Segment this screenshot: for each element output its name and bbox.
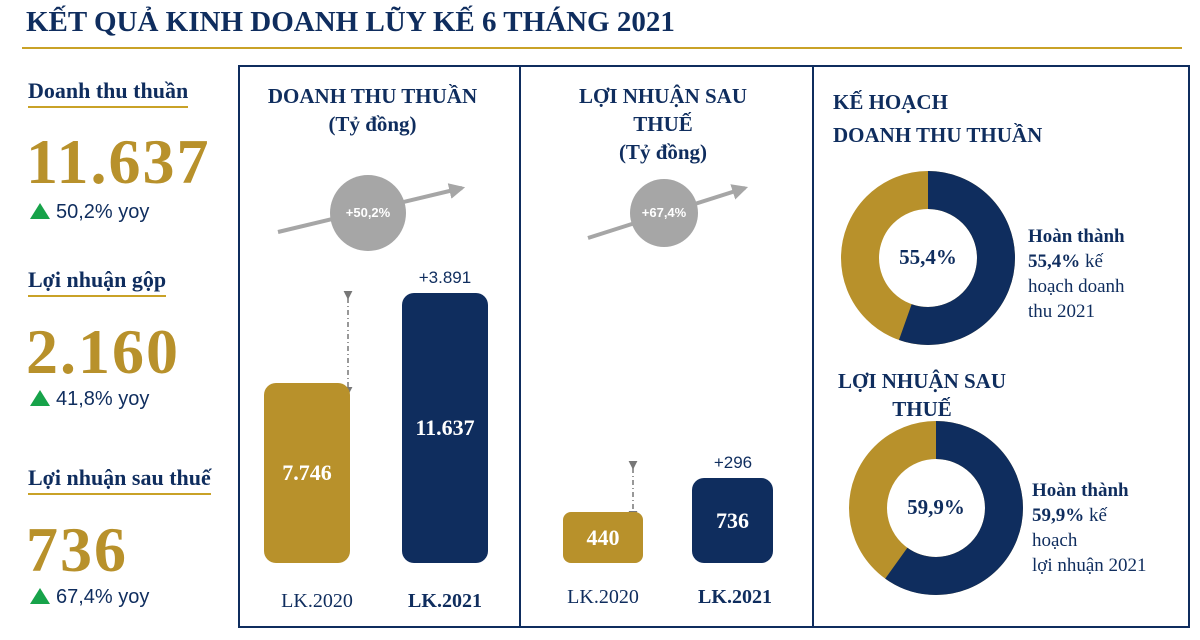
panel-title-text: DOANH THU THUẦN xyxy=(267,84,478,108)
kpi-change: 50,2% yoy xyxy=(30,201,149,224)
donut-note: Hoàn thành 59,9% kế hoạch lợi nhuận 2021 xyxy=(1032,478,1192,578)
title-rule xyxy=(22,47,1182,49)
bar: 440 xyxy=(563,512,643,563)
donut-label: 59,9% xyxy=(907,495,965,519)
panel-title-text: LỢI NHUẬN SAU THUẾ xyxy=(578,84,748,136)
growth-label: +50,2% xyxy=(345,205,391,220)
kpi-label: Lợi nhuận sau thuế xyxy=(28,465,211,495)
kpi-label: Doanh thu thuần xyxy=(28,78,189,108)
bar-label: 440 xyxy=(586,524,620,550)
bar: 736 xyxy=(692,478,773,563)
note-text: kế xyxy=(1085,251,1103,272)
category-label: LK.2020 xyxy=(567,586,639,608)
donut-note: Hoàn thành 55,4% kế hoạch doanh thu 2021 xyxy=(1028,224,1188,324)
plan-title-line: DOANH THU THUẦN xyxy=(833,123,1043,147)
category-label: LK.2021 xyxy=(698,586,772,608)
growth-label: +67,4% xyxy=(641,205,687,220)
delta-label: +3.891 xyxy=(418,268,472,287)
bar: 7.746 xyxy=(264,383,350,563)
kpi-label: Lợi nhuận gộp xyxy=(28,267,167,297)
donut-arc xyxy=(849,421,1023,595)
growth-circle xyxy=(630,179,698,247)
donut-label: 55,4% xyxy=(899,245,957,269)
kpi-value: 736 xyxy=(26,514,128,585)
kpi-change-text: 50,2% yoy xyxy=(56,201,150,223)
growth-circle xyxy=(330,175,406,251)
kpi-change: 67,4% yoy xyxy=(30,586,149,609)
panel-title: LỢI NHUẬN SAU THUẾ (Tỷ đồng) xyxy=(563,82,763,166)
panel-unit: (Tỷ đồng) xyxy=(618,140,708,164)
panel-unit: (Tỷ đồng) xyxy=(328,112,417,136)
note-text: thu 2021 xyxy=(1028,301,1096,322)
note-text: kế xyxy=(1089,505,1107,526)
kpi-change: 41,8% yoy xyxy=(30,388,149,411)
plan-title: KẾ HOẠCH DOANH THU THUẦN xyxy=(833,86,1042,152)
note-value: 59,9% xyxy=(1032,505,1085,526)
panel-title: DOANH THU THUẦN (Tỷ đồng) xyxy=(250,82,495,138)
note-text: hoạch xyxy=(1032,530,1078,551)
kpi-change-text: 67,4% yoy xyxy=(56,586,150,608)
bar-label: 736 xyxy=(716,507,749,533)
bar-label: 7.746 xyxy=(282,460,332,486)
note-text: lợi nhuận 2021 xyxy=(1032,555,1147,576)
note-lead: Hoàn thành xyxy=(1032,480,1129,501)
panel-box xyxy=(812,65,1190,628)
donut-title: LỢI NHUẬN SAU THUẾ xyxy=(837,369,1007,421)
plan-title-line: KẾ HOẠCH xyxy=(833,90,948,114)
note-lead: Hoàn thành xyxy=(1028,226,1125,247)
note-text: hoạch doanh xyxy=(1028,276,1125,297)
bar-label: 11.637 xyxy=(415,415,475,440)
kpi-value: 11.637 xyxy=(26,126,211,197)
category-label: LK.2020 xyxy=(281,590,353,612)
delta-label: +296 xyxy=(713,453,753,472)
donut-arc xyxy=(841,171,1015,345)
page-title: KẾT QUẢ KINH DOANH LŨY KẾ 6 THÁNG 2021 xyxy=(26,6,675,38)
note-value: 55,4% xyxy=(1028,251,1081,272)
kpi-value: 2.160 xyxy=(26,316,180,387)
kpi-change-text: 41,8% yoy xyxy=(56,388,150,410)
bar: 11.637 xyxy=(402,293,488,563)
category-label: LK.2021 xyxy=(408,590,482,612)
